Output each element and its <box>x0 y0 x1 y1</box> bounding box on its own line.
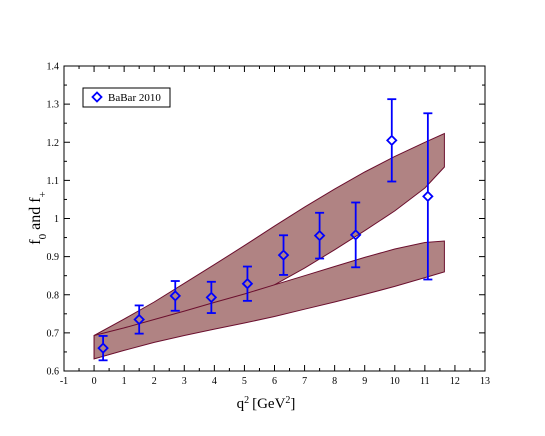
diamond-marker <box>97 342 109 354</box>
x-tick-label: 12 <box>450 376 460 387</box>
legend: BaBar 2010 <box>82 87 171 108</box>
diamond-marker <box>205 291 218 304</box>
diamond-marker <box>349 229 362 241</box>
y-tick-label: 1.4 <box>47 62 60 73</box>
x-tick-label: 0 <box>92 376 97 387</box>
plot-frame <box>63 65 486 372</box>
data-point <box>386 98 398 183</box>
y-tick-label: 1.2 <box>47 138 60 149</box>
x-axis-title-unit: [GeV <box>252 396 285 412</box>
data-point <box>422 112 434 281</box>
x-tick-label: 3 <box>182 376 187 387</box>
data-point <box>313 211 326 260</box>
data-point <box>349 201 362 269</box>
y-axis-title-sub0: 0 <box>37 233 49 239</box>
x-tick-label: 4 <box>212 376 217 387</box>
x-axis-title-close: ] <box>290 396 295 412</box>
diamond-marker <box>313 229 326 242</box>
y-tick-label: 1.1 <box>47 176 60 187</box>
legend-box <box>82 87 171 108</box>
y-tick-label: 0.8 <box>47 290 60 301</box>
bands-layer <box>93 132 445 360</box>
data-point <box>97 335 109 362</box>
y-tick-label: 1 <box>54 214 59 225</box>
x-axis-title: q2 [GeV2] <box>237 395 296 413</box>
diamond-marker <box>422 190 434 203</box>
diamond-marker <box>169 290 182 302</box>
data-point <box>205 280 218 314</box>
x-tick-label: 1 <box>122 376 127 387</box>
diamond-marker <box>386 134 398 147</box>
x-tick-label: 6 <box>272 376 277 387</box>
x-tick-label: 7 <box>302 376 307 387</box>
legend-marker <box>91 91 103 103</box>
x-tick-label: 9 <box>362 376 367 387</box>
band-2 <box>93 240 445 360</box>
x-axis-title-unit-sup: 2 <box>285 395 290 406</box>
x-tick-label: 2 <box>152 376 157 387</box>
x-tick-label: 5 <box>242 376 247 387</box>
diamond-marker <box>277 249 290 261</box>
legend-label: BaBar 2010 <box>108 92 161 104</box>
y-tick-label: 0.6 <box>47 367 60 378</box>
data-point <box>169 280 182 312</box>
x-axis-title-q: q <box>237 396 245 412</box>
x-tick-label: 13 <box>480 376 490 387</box>
diamond-marker <box>241 277 254 290</box>
points-layer <box>97 98 434 362</box>
y-axis-title: f0 and f+ <box>27 191 49 244</box>
diamond-marker <box>133 313 145 326</box>
data-point <box>241 265 254 302</box>
y-tick-label: 0.9 <box>47 252 60 263</box>
y-tick-label: 0.7 <box>47 328 60 339</box>
x-tick-label: 11 <box>420 376 430 387</box>
data-point <box>133 304 145 335</box>
y-axis-title-f0: f <box>27 239 44 245</box>
x-axis-title-sup: 2 <box>244 395 249 406</box>
data-point <box>277 234 290 276</box>
y-tick-label: 1.3 <box>47 100 60 111</box>
y-axis-title-subplus: + <box>37 191 49 197</box>
x-tick-label: 8 <box>332 376 337 387</box>
x-tick-label: -1 <box>60 376 68 387</box>
y-axis-title-mid: and f <box>27 197 44 234</box>
x-tick-label: 10 <box>390 376 400 387</box>
